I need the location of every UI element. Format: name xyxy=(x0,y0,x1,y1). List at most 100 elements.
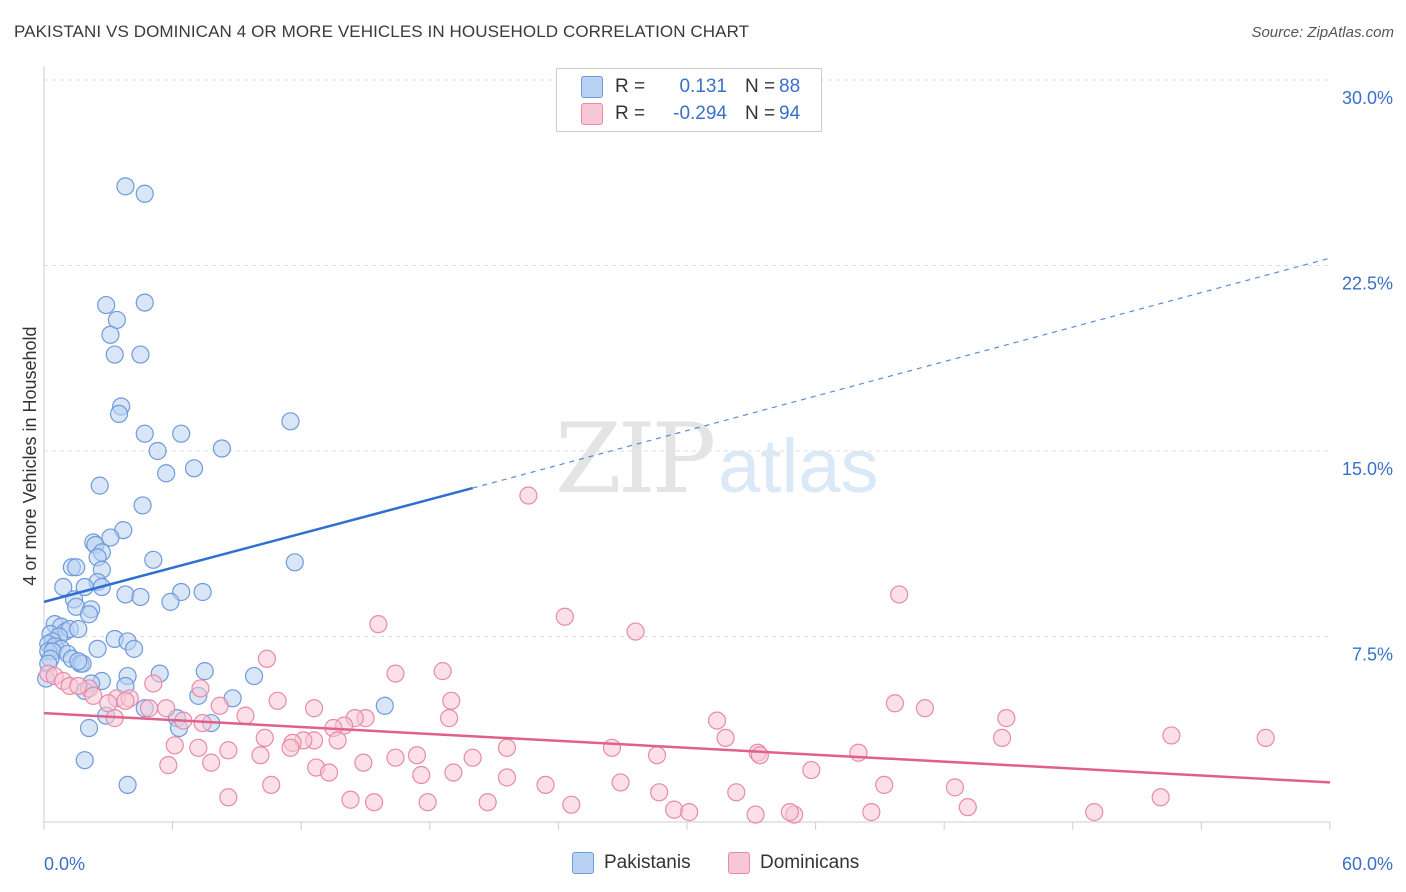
pakistanis-point xyxy=(101,325,120,344)
pakistanis-point xyxy=(88,639,107,658)
dominicans-point xyxy=(202,753,221,772)
dominicans-point xyxy=(680,803,699,822)
pakistanis-point xyxy=(90,476,109,495)
r-label: R = xyxy=(615,103,646,124)
dominicans-point xyxy=(997,709,1016,728)
pakistanis-point xyxy=(281,412,300,431)
dominicans-point xyxy=(647,746,667,765)
y-tick-label: 7.5% xyxy=(1352,645,1393,665)
dominicans-point xyxy=(439,709,459,728)
dominicans-swatch xyxy=(581,103,603,125)
pakistanis-point xyxy=(105,345,124,364)
dominicans-point xyxy=(139,699,159,718)
dominicans-point xyxy=(157,699,176,718)
dominicans-point xyxy=(945,778,965,797)
dominicans-point xyxy=(219,788,238,807)
dominicans-point xyxy=(665,800,684,819)
n-label: N = xyxy=(745,76,776,97)
dominicans-point xyxy=(165,736,184,755)
dominicans-point xyxy=(144,674,163,693)
dominicans-point xyxy=(478,793,497,812)
dominicans-point xyxy=(444,763,463,782)
r-value: -0.294 xyxy=(673,103,727,124)
dominicans-point xyxy=(84,686,103,705)
pakistanis-swatch xyxy=(581,76,603,98)
dominicans-point xyxy=(433,662,452,681)
dominicans-point xyxy=(341,790,360,809)
legend-item-pakistanis[interactable]: Pakistanis xyxy=(572,852,691,874)
dominicans-point xyxy=(746,805,765,824)
dominicans-point xyxy=(727,783,746,802)
dominicans-point xyxy=(555,607,574,626)
dominicans-point xyxy=(159,756,178,775)
pakistanis-point xyxy=(69,652,88,671)
pakistanis-point xyxy=(131,345,150,364)
pakistanis-point xyxy=(212,439,231,458)
dominicans-point xyxy=(497,768,517,787)
dominicans-point xyxy=(862,803,881,822)
y-tick-label: 30.0% xyxy=(1342,88,1393,108)
dominicans-point xyxy=(1085,803,1104,822)
dominicans-point xyxy=(885,694,905,713)
series-pakistanis xyxy=(37,177,394,795)
y-tick-label: 22.5% xyxy=(1342,274,1393,294)
pakistanis-point xyxy=(244,666,264,686)
dominicans-point xyxy=(849,743,868,762)
pakistanis-point xyxy=(193,582,212,602)
x-tick-label: 0.0% xyxy=(44,854,85,874)
dominicans-point xyxy=(780,803,799,822)
dominicans-point xyxy=(262,775,281,795)
dominicans-point xyxy=(418,793,437,812)
pakistanis-point xyxy=(144,550,163,569)
dominicans-point xyxy=(189,738,208,757)
pakistanis-point xyxy=(148,441,167,461)
dominicans-point xyxy=(562,795,581,814)
pakistanis-point xyxy=(75,751,94,770)
chart-title: PAKISTANI VS DOMINICAN 4 OR MORE VEHICLE… xyxy=(14,22,750,41)
correlation-legend: R = 0.131 N = 88 R = -0.294 N = 94 xyxy=(556,68,822,132)
dominicans-point xyxy=(1151,788,1170,807)
legend-row-pakistanis: R = 0.131 N = 88 xyxy=(581,75,800,99)
pakistanis-point xyxy=(67,558,86,577)
dominicans-point xyxy=(219,741,238,760)
dominicans-point xyxy=(268,691,287,710)
source-label: Source: ZipAtlas.com xyxy=(1251,24,1394,41)
legend-row-dominicans: R = -0.294 N = 94 xyxy=(581,102,800,126)
pakistanis-point xyxy=(157,464,176,483)
pakistanis-point xyxy=(79,605,99,624)
pakistanis-point xyxy=(172,424,191,443)
dominicans-point xyxy=(611,773,630,792)
dominicans-point xyxy=(602,738,622,757)
dominicans-point xyxy=(116,691,135,710)
pakistanis-point xyxy=(109,404,129,423)
n-value: 94 xyxy=(779,103,801,124)
dominicans-trend-line xyxy=(43,711,1331,784)
watermark-zip: ZIP xyxy=(555,403,714,515)
pakistanis-point xyxy=(184,459,204,478)
dominicans-point xyxy=(412,765,431,785)
pakistanis-legend-swatch xyxy=(572,852,594,874)
r-value: 0.131 xyxy=(679,76,727,97)
pakistanis-point xyxy=(118,775,137,795)
dominicans-legend-label: Dominicans xyxy=(760,852,860,873)
dominicans-point xyxy=(716,728,735,748)
legend-item-dominicans[interactable]: Dominicans xyxy=(728,852,859,874)
dominicans-point xyxy=(875,775,894,795)
watermark-atlas: atlas xyxy=(718,424,879,509)
dominicans-point xyxy=(463,748,482,767)
pakistanis-point xyxy=(116,585,135,604)
dominicans-point xyxy=(707,711,727,730)
dominicans-point xyxy=(1162,726,1181,745)
x-tick-label: 60.0% xyxy=(1342,854,1393,874)
pakistanis-trend-extension xyxy=(472,257,1331,489)
pakistanis-point xyxy=(135,293,154,312)
pakistanis-point xyxy=(135,424,154,443)
pakistanis-point xyxy=(131,587,150,607)
pakistanis-point xyxy=(79,718,99,738)
dominicans-point xyxy=(304,699,324,718)
dominicans-point xyxy=(802,760,821,780)
dominicans-point xyxy=(354,753,373,772)
pakistanis-point xyxy=(101,528,120,547)
dominicans-point xyxy=(386,748,405,767)
